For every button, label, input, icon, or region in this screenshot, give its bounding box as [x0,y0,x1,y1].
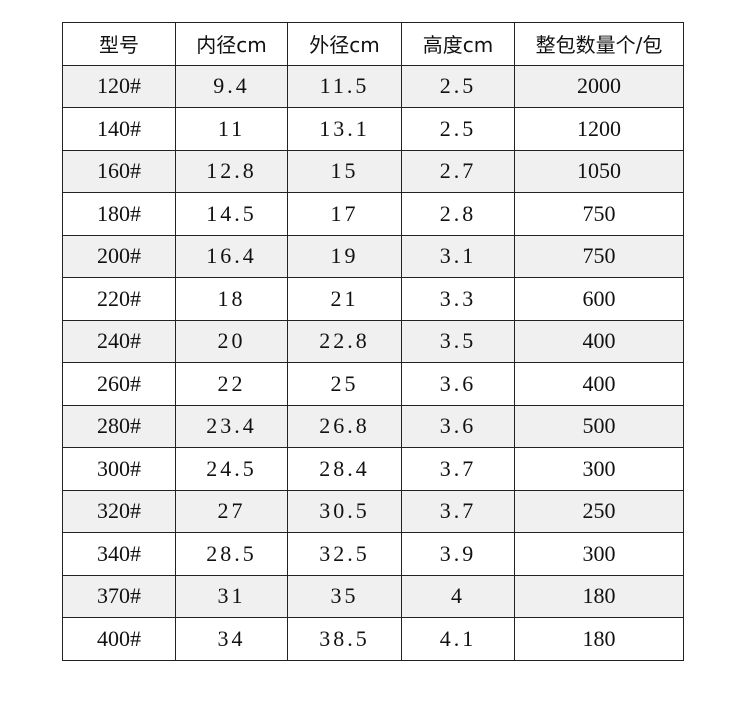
table-cell: 1050 [514,149,684,193]
table-cell: 240# [62,319,176,363]
table-row: 180# 14.5 17 2.8 750 [62,192,684,236]
table-cell: 31 [175,574,288,618]
table-cell: 370# [62,574,176,618]
table-cell: 2.5 [401,64,515,108]
table-row: 280# 23.4 26.8 3.6 500 [62,404,684,448]
table-cell: 28.5 [175,532,288,576]
table-row: 260# 22 25 3.6 400 [62,362,684,406]
table-cell: 120# [62,64,176,108]
table-cell: 2.8 [401,192,515,236]
table-cell: 750 [514,192,684,236]
table-row: 340# 28.5 32.5 3.9 300 [62,532,684,576]
table-cell: 25 [287,362,402,406]
column-header: 内径cm [175,22,288,66]
table-cell: 3.7 [401,489,515,533]
table-cell: 400 [514,362,684,406]
column-header: 高度cm [401,22,515,66]
table-cell: 300# [62,447,176,491]
table-cell: 16.4 [175,234,288,278]
table-cell: 30.5 [287,489,402,533]
table-cell: 11 [175,107,288,151]
table-cell: 3.6 [401,362,515,406]
table-cell: 2.7 [401,149,515,193]
table-row: 240# 20 22.8 3.5 400 [62,319,684,363]
table-cell: 13.1 [287,107,402,151]
table-row: 220# 18 21 3.3 600 [62,277,684,321]
table-cell: 500 [514,404,684,448]
column-header: 型号 [62,22,176,66]
table-cell: 4.1 [401,617,515,661]
table-cell: 14.5 [175,192,288,236]
table-cell: 3.6 [401,404,515,448]
table-cell: 4 [401,574,515,618]
table-cell: 24.5 [175,447,288,491]
table-cell: 18 [175,277,288,321]
table-cell: 400 [514,319,684,363]
table-row: 300# 24.5 28.4 3.7 300 [62,447,684,491]
table-cell: 17 [287,192,402,236]
table-row: 320# 27 30.5 3.7 250 [62,489,684,533]
table-cell: 3.7 [401,447,515,491]
table-cell: 260# [62,362,176,406]
table-cell: 180 [514,617,684,661]
table-cell: 3.1 [401,234,515,278]
table-cell: 250 [514,489,684,533]
table-cell: 35 [287,574,402,618]
table-cell: 180# [62,192,176,236]
table-cell: 400# [62,617,176,661]
table-cell: 160# [62,149,176,193]
spec-table: 型号 内径cm 外径cm 高度cm 整包数量个/包 120# 9.4 11.5 2.5 2000… [62,22,684,661]
table-cell: 32.5 [287,532,402,576]
table-cell: 22 [175,362,288,406]
table-cell: 28.4 [287,447,402,491]
table-cell: 3.3 [401,277,515,321]
table-cell: 9.4 [175,64,288,108]
table-cell: 21 [287,277,402,321]
table-cell: 2.5 [401,107,515,151]
table-cell: 1200 [514,107,684,151]
table-cell: 23.4 [175,404,288,448]
table-cell: 600 [514,277,684,321]
table-body: 120# 9.4 11.5 2.5 2000 140# 11 13.1 2.5 1200 160# 1… [62,64,684,661]
table-row: 370# 31 35 4 180 [62,574,684,618]
table-cell: 12.8 [175,149,288,193]
table-cell: 22.8 [287,319,402,363]
table-cell: 20 [175,319,288,363]
table-cell: 3.9 [401,532,515,576]
header-row: 型号 内径cm 外径cm 高度cm 整包数量个/包 [62,22,684,66]
table-cell: 11.5 [287,64,402,108]
table-cell: 200# [62,234,176,278]
table-row: 120# 9.4 11.5 2.5 2000 [62,64,684,108]
table-cell: 15 [287,149,402,193]
table-cell: 300 [514,532,684,576]
table-cell: 220# [62,277,176,321]
table-cell: 280# [62,404,176,448]
table-row: 400# 34 38.5 4.1 180 [62,617,684,661]
table-row: 160# 12.8 15 2.7 1050 [62,149,684,193]
column-header: 外径cm [287,22,402,66]
table-cell: 3.5 [401,319,515,363]
table-cell: 27 [175,489,288,533]
table-cell: 26.8 [287,404,402,448]
table-cell: 2000 [514,64,684,108]
table-cell: 38.5 [287,617,402,661]
table-cell: 180 [514,574,684,618]
table-row: 140# 11 13.1 2.5 1200 [62,107,684,151]
table-cell: 320# [62,489,176,533]
table-row: 200# 16.4 19 3.1 750 [62,234,684,278]
table-cell: 140# [62,107,176,151]
table-cell: 300 [514,447,684,491]
table-cell: 34 [175,617,288,661]
column-header: 整包数量个/包 [514,22,684,66]
table-cell: 19 [287,234,402,278]
table-cell: 340# [62,532,176,576]
table-cell: 750 [514,234,684,278]
